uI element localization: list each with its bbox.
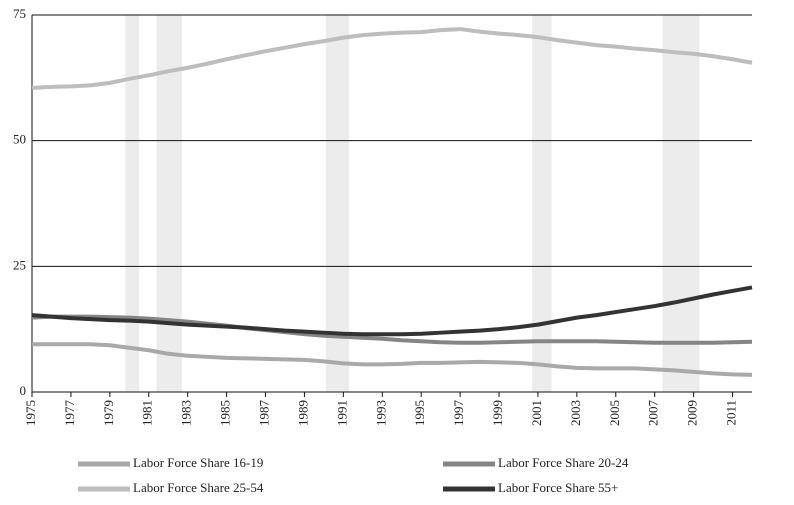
series-line: [31, 314, 753, 345]
x-tick-label: 1995: [412, 400, 427, 426]
series-line: [32, 342, 753, 377]
recession-band: [156, 15, 182, 392]
x-tick-label: 1999: [490, 400, 505, 426]
x-tick-label: 1975: [23, 400, 38, 426]
x-tick-label: 2009: [685, 400, 700, 426]
series-line: [31, 27, 753, 90]
x-tick-label: 1997: [451, 400, 466, 427]
x-tick-label: 1983: [179, 400, 194, 426]
x-tick-label: 1981: [140, 400, 155, 426]
legend-label: Labor Force Share 20-24: [498, 455, 629, 470]
x-tick-label: 1985: [218, 400, 233, 426]
series-line: [31, 285, 753, 337]
x-tick-label: 1987: [256, 400, 271, 427]
x-tick-label: 2011: [724, 400, 739, 426]
x-tick-label: 2007: [646, 400, 661, 427]
legend-label: Labor Force Share 16-19: [133, 455, 263, 470]
recession-band: [125, 15, 140, 392]
x-tick-label: 1977: [62, 400, 77, 427]
y-tick-label: 25: [13, 257, 26, 272]
x-tick-label: 1993: [373, 400, 388, 426]
legend-label: Labor Force Share 25-54: [133, 480, 264, 495]
x-tick-label: 2003: [568, 400, 583, 426]
recession-band: [532, 15, 552, 392]
x-tick-label: 2005: [607, 400, 622, 426]
x-tick-label: 1989: [295, 400, 310, 426]
recession-band: [325, 15, 350, 392]
legend-label: Labor Force Share 55+: [498, 480, 618, 495]
x-tick-label: 1979: [101, 400, 116, 426]
y-tick-label: 50: [13, 132, 26, 147]
y-tick-label: 75: [13, 6, 26, 21]
recession-band: [662, 15, 700, 392]
y-tick-label: 0: [20, 383, 27, 398]
x-tick-label: 1991: [334, 400, 349, 426]
x-tick-label: 2001: [529, 400, 544, 426]
